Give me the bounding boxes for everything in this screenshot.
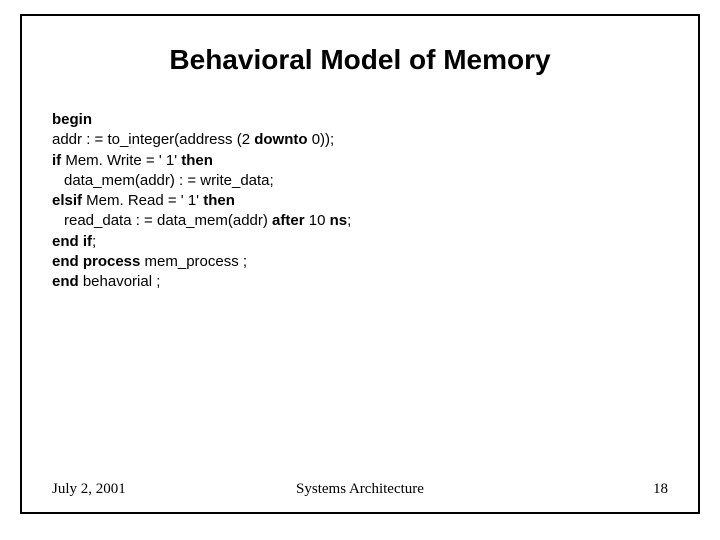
code-text: ; (92, 233, 96, 250)
code-text: 10 (305, 212, 330, 229)
code-line: begin (52, 110, 668, 130)
code-text: mem_process ; (140, 253, 247, 270)
code-text: addr : = to_integer(address (2 (52, 131, 254, 148)
keyword: then (203, 192, 235, 209)
keyword: then (181, 152, 213, 169)
keyword: end process (52, 253, 140, 270)
keyword: begin (52, 111, 92, 128)
slide-title: Behavioral Model of Memory (22, 44, 698, 76)
code-line: if Mem. Write = ' 1' then (52, 151, 668, 171)
code-text: Mem. Write = ' 1' (61, 152, 181, 169)
code-line: end behavorial ; (52, 272, 668, 292)
code-block: begin addr : = to_integer(address (2 dow… (22, 110, 698, 292)
code-line: end process mem_process ; (52, 252, 668, 272)
footer-page-number: 18 (653, 481, 668, 498)
code-text: ; (347, 212, 351, 229)
code-text: 0)); (308, 131, 335, 148)
code-text: read_data : = data_mem(addr) (64, 212, 272, 229)
code-text: Mem. Read = ' 1' (82, 192, 203, 209)
code-line: elsif Mem. Read = ' 1' then (52, 191, 668, 211)
code-text: data_mem(addr) : = write_data; (64, 172, 274, 189)
code-text: behavorial ; (79, 273, 161, 290)
keyword: ns (330, 212, 348, 229)
keyword: end (52, 273, 79, 290)
keyword: if (52, 152, 61, 169)
footer-center: Systems Architecture (22, 481, 698, 498)
keyword: after (272, 212, 305, 229)
code-line: read_data : = data_mem(addr) after 10 ns… (52, 211, 668, 231)
keyword: end if (52, 233, 92, 250)
keyword: elsif (52, 192, 82, 209)
code-line: addr : = to_integer(address (2 downto 0)… (52, 130, 668, 150)
keyword: downto (254, 131, 307, 148)
slide: Behavioral Model of Memory begin addr : … (0, 0, 720, 540)
code-line: data_mem(addr) : = write_data; (52, 171, 668, 191)
slide-frame: Behavioral Model of Memory begin addr : … (20, 14, 700, 514)
code-line: end if; (52, 232, 668, 252)
